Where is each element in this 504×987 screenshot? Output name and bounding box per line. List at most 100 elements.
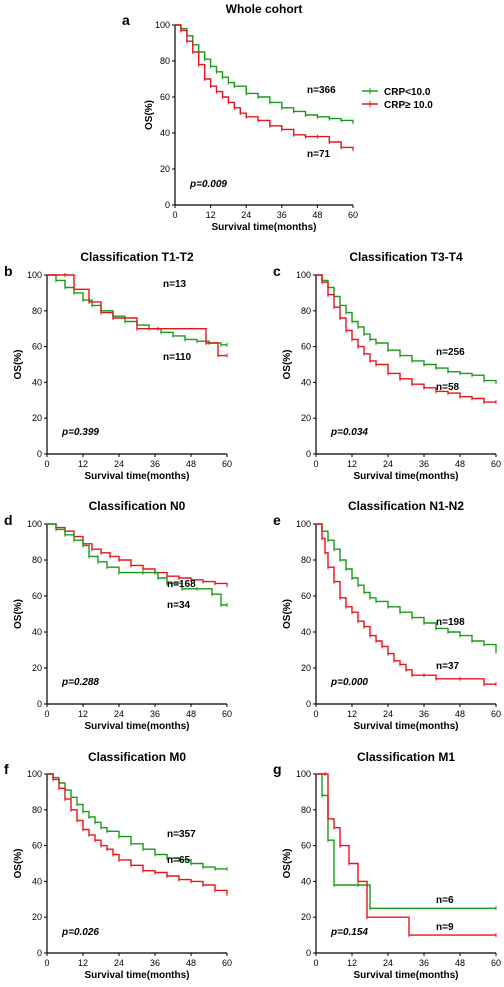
- x-tick-label: 24: [383, 709, 393, 719]
- panel-letter: f: [4, 761, 9, 777]
- x-tick-label: 24: [383, 459, 393, 469]
- x-tick-label: 0: [44, 709, 49, 719]
- x-axis-label: Survival time(months): [353, 721, 458, 732]
- x-axis-label: Survival time(months): [84, 721, 189, 732]
- y-tick-label: 60: [301, 841, 311, 851]
- x-tick-label: 12: [347, 958, 357, 968]
- x-tick-label: 12: [78, 709, 88, 719]
- x-tick-label: 36: [150, 958, 160, 968]
- panel-title: Classification T3-T4: [349, 250, 463, 264]
- y-axis-label: OS(%): [13, 599, 24, 629]
- km-curve-crp-low: [316, 523, 497, 652]
- x-tick-label: 60: [222, 709, 232, 719]
- x-tick-label: 36: [150, 709, 160, 719]
- y-tick-label: 80: [301, 306, 311, 316]
- y-tick-label: 40: [301, 627, 311, 637]
- n-label: n=34: [167, 600, 191, 611]
- y-tick-label: 0: [306, 699, 311, 709]
- km-curve-crp-high: [316, 274, 496, 403]
- y-tick-label: 100: [296, 270, 311, 280]
- x-tick-label: 0: [172, 210, 177, 220]
- y-tick-label: 20: [160, 164, 170, 174]
- x-tick-label: 12: [78, 459, 88, 469]
- y-tick-label: 20: [32, 663, 42, 673]
- x-tick-label: 0: [313, 958, 318, 968]
- panel-a: Whole cohort a 0 20 40 60 80 100 0 12 24 36 48 60 Surv…: [122, 2, 358, 233]
- x-axis-label: Survival time(months): [84, 471, 189, 482]
- panel-title: Classification T1-T2: [80, 250, 194, 264]
- y-tick-label: 20: [32, 413, 42, 423]
- legend-label: CRP≥ 10.0: [384, 100, 433, 111]
- km-curve-crp-high: [47, 523, 227, 606]
- y-tick-label: 60: [32, 591, 42, 601]
- x-tick-label: 24: [114, 459, 124, 469]
- panel-f: Classification M0 f 0 20 40 60 80 100 0 12 24 36 48 6…: [4, 750, 232, 981]
- n-label: n=37: [436, 661, 460, 672]
- panel-letter: d: [4, 512, 13, 528]
- x-axis-label: Survival time(months): [84, 970, 189, 981]
- y-tick-label: 80: [301, 555, 311, 565]
- panel-d: Classification N0 d 0 20 40 60 80 100 0 12 24 36 48 6…: [4, 499, 232, 732]
- panel-title: Whole cohort: [226, 2, 303, 16]
- panel-title: Classification M1: [357, 750, 455, 764]
- y-tick-label: 20: [301, 413, 311, 423]
- n-label: n=58: [436, 382, 460, 393]
- x-tick-label: 60: [491, 958, 501, 968]
- panel-letter: b: [4, 263, 13, 279]
- x-tick-label: 60: [491, 459, 501, 469]
- x-tick-label: 24: [241, 210, 251, 220]
- p-value: p=0.399: [61, 427, 99, 438]
- x-tick-label: 36: [419, 958, 429, 968]
- p-value: p=0.288: [61, 677, 99, 688]
- x-tick-label: 36: [419, 459, 429, 469]
- panel-g: Classification M1 g 0 20 40 60 80 100 0 12 24 36 48 6…: [273, 750, 501, 981]
- y-axis-label: OS(%): [13, 350, 24, 380]
- n-label: n=65: [167, 855, 191, 866]
- legend: CRP<10.0 CRP≥ 10.0: [362, 87, 433, 111]
- y-tick-label: 40: [32, 627, 42, 637]
- y-tick-label: 0: [165, 200, 170, 210]
- x-tick-label: 24: [114, 709, 124, 719]
- x-tick-label: 12: [78, 958, 88, 968]
- y-tick-label: 100: [296, 519, 311, 529]
- km-curve-crp-low: [175, 24, 354, 123]
- x-tick-label: 48: [186, 709, 196, 719]
- y-tick-label: 0: [306, 449, 311, 459]
- panel-e: Classification N1-N2 e 0 20 40 60 80 100 0 12 24 36…: [273, 499, 501, 732]
- y-tick-label: 0: [306, 948, 311, 958]
- y-axis-label: OS(%): [13, 849, 24, 879]
- km-curve-crp-high: [47, 274, 227, 357]
- x-tick-label: 24: [383, 958, 393, 968]
- y-tick-label: 40: [32, 377, 42, 387]
- panel-title: Classification N1-N2: [348, 499, 464, 513]
- p-value: p=0.154: [330, 927, 368, 938]
- y-tick-label: 100: [27, 769, 42, 779]
- panel-letter: g: [273, 761, 282, 777]
- n-label: n=13: [163, 279, 187, 290]
- x-tick-label: 24: [114, 958, 124, 968]
- y-tick-label: 60: [160, 92, 170, 102]
- x-tick-label: 48: [455, 958, 465, 968]
- x-tick-label: 36: [277, 210, 287, 220]
- x-tick-label: 12: [206, 210, 216, 220]
- panel-letter: a: [122, 12, 130, 28]
- km-curve-crp-high: [47, 773, 228, 894]
- x-axis-label: Survival time(months): [353, 970, 458, 981]
- km-curve-crp-high: [316, 773, 496, 936]
- n-label: n=256: [436, 347, 465, 358]
- x-tick-label: 0: [313, 709, 318, 719]
- x-tick-label: 12: [347, 459, 357, 469]
- x-tick-label: 60: [222, 459, 232, 469]
- y-tick-label: 80: [160, 56, 170, 66]
- x-tick-label: 0: [44, 459, 49, 469]
- x-tick-label: 36: [150, 459, 160, 469]
- y-tick-label: 100: [27, 519, 42, 529]
- y-tick-label: 60: [301, 342, 311, 352]
- y-tick-label: 40: [160, 128, 170, 138]
- km-curve-crp-low: [47, 523, 228, 586]
- x-axis-label: Survival time(months): [211, 222, 316, 233]
- km-curve-crp-low: [316, 773, 496, 909]
- panel-c: Classification T3-T4 c 0 20 40 60 80 100 0 12 24 36…: [273, 250, 501, 482]
- km-curve-crp-low: [47, 773, 227, 870]
